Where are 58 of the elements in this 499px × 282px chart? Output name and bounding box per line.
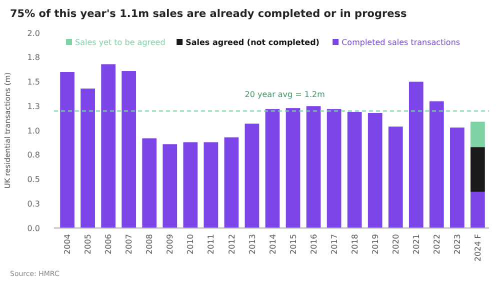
bar [60,72,74,228]
y-tick-label: 0.3 [27,199,40,208]
bar [162,144,178,228]
bar [347,112,362,228]
x-tick-label: 2024 F [474,234,483,262]
ref-line-label: 20 year avg = 1.2m [244,90,326,99]
x-tick-label: 2013 [248,234,257,254]
bar [388,126,403,228]
x-tick-label: 2017 [330,234,339,254]
bar [286,108,300,228]
x-tick-label: 2005 [84,234,93,254]
y-tick-label: 1.5 [27,78,40,87]
x-tick-label: 2016 [309,234,318,254]
x-tick-label: 2011 [206,234,216,254]
y-tick-label: 0.8 [27,150,40,160]
x-tick-label: 2019 [370,234,380,254]
x-tick-label: 2009 [166,234,175,254]
x-tick-label: 2004 [63,234,72,254]
x-tick-label: 2018 [350,234,360,254]
bar [470,122,485,148]
bar [470,147,485,192]
chart-title: 75% of this year's 1.1m sales are already completed or in progress [10,8,407,20]
y-tick-label: 2.0 [27,28,40,38]
legend-label: Sales yet to be agreed [75,38,166,47]
bar [183,142,198,228]
bar [244,124,260,228]
bar [122,71,136,228]
bar [450,128,464,228]
bar [408,82,424,228]
bar [368,112,382,228]
bar [326,109,342,228]
bar [429,101,444,228]
x-tick-label: 2012 [227,234,236,254]
legend-label: Sales agreed (not completed) [186,38,320,47]
bar [265,109,280,228]
bar [470,192,485,228]
bar [101,64,116,228]
x-tick-label: 2021 [412,234,421,254]
x-tick-label: 2020 [391,234,400,254]
x-tick-label: 2023 [452,234,462,254]
x-tick-label: 2007 [124,234,134,254]
bar [306,106,321,228]
y-tick-label: 1.0 [27,126,40,136]
y-tick-label: 1.3 [27,102,40,111]
x-tick-label: 2010 [186,234,196,254]
bar [204,142,218,228]
bar [142,138,157,228]
x-tick-label: 2006 [104,234,114,254]
x-tick-label: 2022 [432,234,442,254]
y-tick-label: 1.8 [27,53,40,62]
legend-label: Completed sales transactions [342,38,460,47]
y-tick-label: 0.0 [27,224,40,233]
y-tick-label: 0.5 [27,175,40,184]
bar [80,88,95,228]
x-tick-label: 2008 [145,234,154,254]
bar [224,137,239,228]
x-tick-label: 2014 [268,234,278,254]
x-tick-label: 2015 [288,234,298,254]
